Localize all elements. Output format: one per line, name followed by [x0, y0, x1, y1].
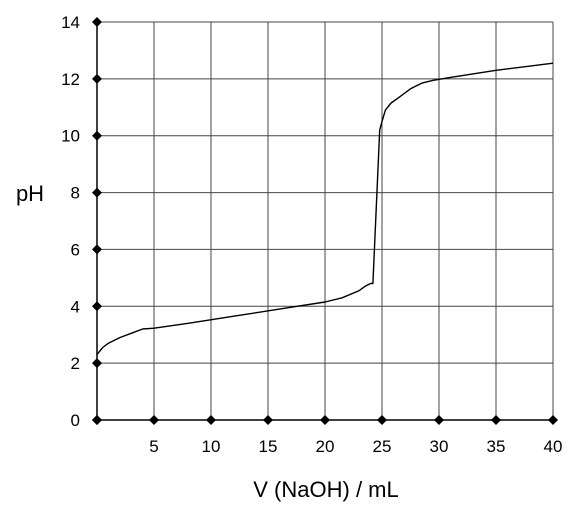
x-tick-label: 15	[259, 437, 278, 456]
chart-axis-markers	[92, 17, 558, 425]
y-tick-label: 2	[71, 354, 80, 373]
x-axis-marker	[92, 415, 102, 425]
y-tick-label: 0	[71, 411, 80, 430]
x-axis-marker	[491, 415, 501, 425]
x-tick-label: 30	[430, 437, 449, 456]
chart-tick-labels: 0 2 4 6 8 10 12 14 5 10 15 20 25 30 35 40	[61, 13, 562, 456]
y-axis-label: pH	[16, 181, 44, 206]
x-axis-label: V (NaOH) / mL	[253, 477, 398, 502]
x-axis-marker	[548, 415, 558, 425]
y-tick-label: 10	[61, 127, 80, 146]
y-tick-label: 4	[71, 297, 80, 316]
x-tick-label: 25	[373, 437, 392, 456]
y-axis-marker	[92, 244, 102, 255]
y-tick-label: 14	[61, 13, 80, 32]
x-tick-label: 20	[316, 437, 335, 456]
x-tick-label: 35	[487, 437, 506, 456]
x-axis-marker	[149, 415, 159, 425]
y-axis-marker	[92, 187, 102, 198]
y-axis-marker	[92, 17, 102, 27]
x-tick-label: 5	[149, 437, 158, 456]
y-tick-label: 8	[71, 184, 80, 203]
y-axis-marker	[92, 358, 102, 369]
y-axis-marker	[92, 301, 102, 312]
x-tick-label: 10	[202, 437, 221, 456]
x-axis-marker	[206, 415, 216, 425]
y-axis-marker	[92, 130, 102, 141]
y-axis-marker	[92, 73, 102, 84]
x-axis-marker	[434, 415, 444, 425]
chart-grid	[97, 21, 554, 420]
chart-series	[96, 62, 554, 356]
x-axis-marker	[263, 415, 273, 425]
x-axis-marker	[320, 415, 330, 425]
x-axis-marker	[377, 415, 387, 425]
y-tick-label: 6	[71, 240, 80, 259]
x-tick-label: 40	[544, 437, 563, 456]
y-tick-label: 12	[61, 70, 80, 89]
titration-curve-line	[96, 62, 554, 356]
